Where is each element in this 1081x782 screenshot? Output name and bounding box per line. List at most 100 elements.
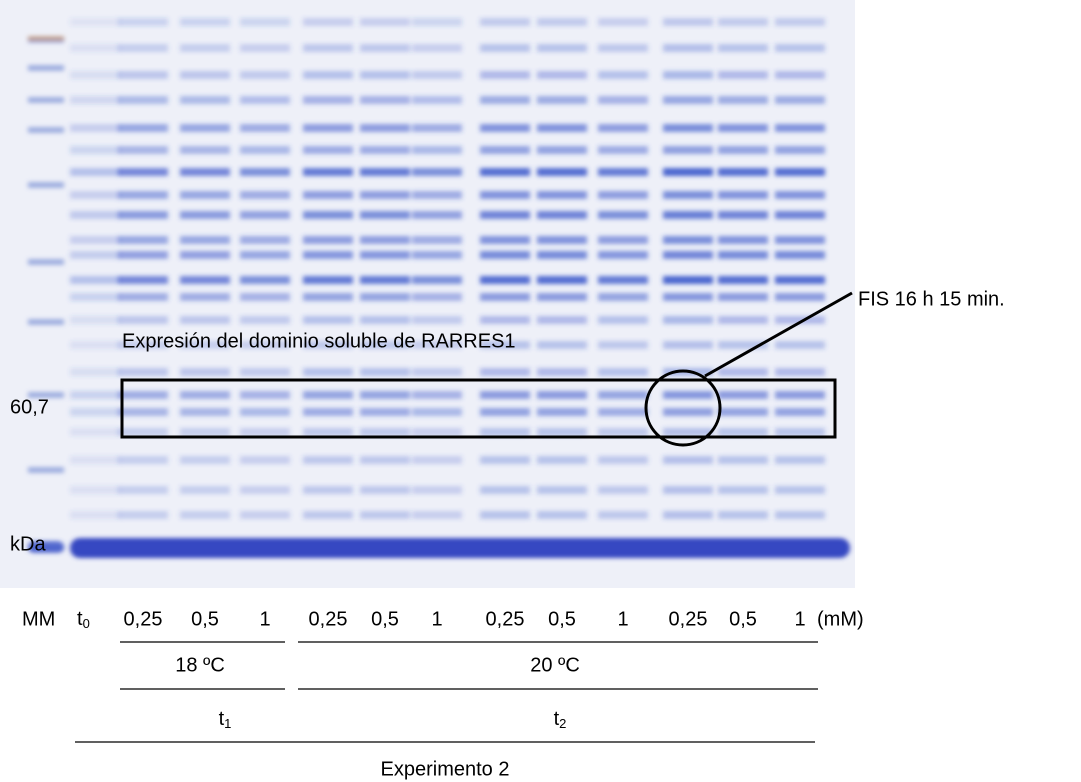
band	[70, 236, 120, 244]
band	[412, 276, 462, 284]
band	[240, 316, 290, 324]
band	[663, 191, 713, 199]
band	[118, 18, 168, 26]
band	[303, 408, 353, 416]
band	[775, 191, 825, 199]
highlight-circle	[644, 369, 722, 447]
band	[303, 293, 353, 301]
band	[303, 368, 353, 376]
band	[663, 276, 713, 284]
concentration-label: 0,5	[371, 608, 399, 630]
band	[775, 391, 825, 399]
band	[118, 146, 168, 154]
band	[663, 236, 713, 244]
band	[480, 18, 530, 26]
band	[537, 428, 587, 436]
band	[70, 391, 120, 399]
band	[240, 168, 290, 176]
band	[775, 456, 825, 464]
band	[240, 96, 290, 104]
band	[360, 96, 410, 104]
band	[412, 191, 462, 199]
band	[303, 191, 353, 199]
band	[718, 44, 768, 52]
band	[412, 456, 462, 464]
dye-front-marker	[28, 541, 64, 553]
band	[718, 511, 768, 519]
band	[663, 341, 713, 349]
band	[480, 236, 530, 244]
band	[180, 18, 230, 26]
band	[118, 368, 168, 376]
band	[412, 146, 462, 154]
band	[360, 71, 410, 79]
pointer-line	[704, 291, 853, 378]
band	[598, 456, 648, 464]
band	[718, 251, 768, 259]
band	[180, 236, 230, 244]
time-label: t1	[219, 708, 232, 731]
band	[537, 456, 587, 464]
fis-label: FIS 16 h 15 min.	[858, 288, 1005, 310]
band	[775, 486, 825, 494]
band	[240, 18, 290, 26]
band	[180, 368, 230, 376]
band	[663, 391, 713, 399]
band	[118, 486, 168, 494]
band	[303, 276, 353, 284]
band	[240, 368, 290, 376]
marker-band	[28, 319, 64, 325]
band	[718, 368, 768, 376]
band	[303, 251, 353, 259]
band	[70, 486, 120, 494]
band	[537, 251, 587, 259]
band	[598, 251, 648, 259]
band	[303, 456, 353, 464]
band	[118, 511, 168, 519]
marker-band	[28, 127, 64, 133]
band	[360, 168, 410, 176]
band	[360, 44, 410, 52]
band	[537, 71, 587, 79]
band	[480, 456, 530, 464]
band	[412, 511, 462, 519]
band	[537, 236, 587, 244]
concentration-label: 1	[794, 608, 805, 630]
band	[70, 276, 120, 284]
band	[303, 236, 353, 244]
band	[360, 368, 410, 376]
ladder-top	[28, 36, 64, 41]
band	[240, 456, 290, 464]
band	[180, 341, 230, 349]
time-sub: 1	[224, 716, 231, 731]
band	[663, 293, 713, 301]
band	[480, 96, 530, 104]
band	[775, 211, 825, 219]
band	[360, 408, 410, 416]
band	[360, 456, 410, 464]
band	[775, 511, 825, 519]
band	[663, 408, 713, 416]
band	[598, 316, 648, 324]
band	[663, 316, 713, 324]
band	[118, 341, 168, 349]
band	[360, 428, 410, 436]
band	[412, 71, 462, 79]
band	[360, 146, 410, 154]
band	[303, 124, 353, 132]
band	[718, 146, 768, 154]
band	[775, 71, 825, 79]
band	[360, 511, 410, 519]
time-base: t	[554, 708, 560, 730]
band	[598, 211, 648, 219]
band	[663, 428, 713, 436]
gel-bands	[28, 18, 850, 558]
band	[775, 251, 825, 259]
band	[663, 18, 713, 26]
band	[412, 316, 462, 324]
unit-label: kDa	[10, 533, 46, 555]
band	[718, 391, 768, 399]
band	[412, 428, 462, 436]
band	[180, 293, 230, 301]
